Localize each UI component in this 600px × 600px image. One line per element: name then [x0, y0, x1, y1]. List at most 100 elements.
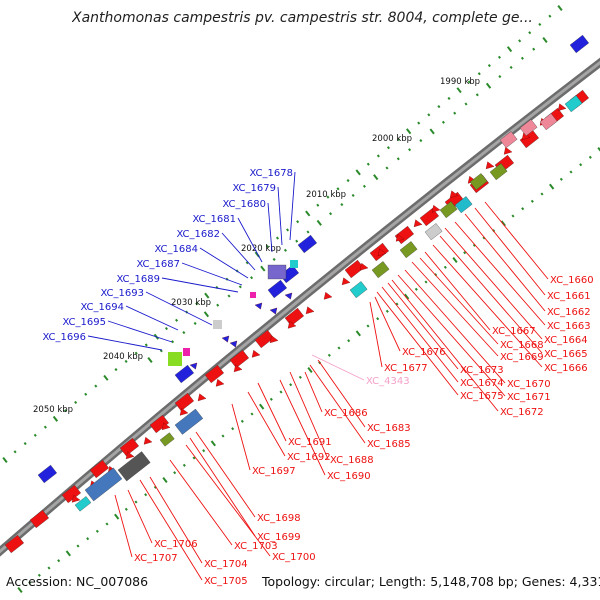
kbp-label: 2020 kbp: [241, 244, 281, 254]
inner-tick-mark: [134, 500, 138, 504]
inner-tick-mark: [105, 522, 109, 526]
outer-tick-mark: [13, 450, 17, 454]
inner-tick-mark: [76, 544, 80, 548]
outer-tick-mark: [397, 137, 401, 142]
reverse-gene-label-right: XC_1676: [402, 347, 446, 358]
reverse-gene-label-bottom: XC_1688: [330, 455, 374, 466]
inner-tick-mark: [385, 309, 389, 313]
reverse-gene-arrow: [323, 291, 333, 300]
reverse-gene-label-bottom-leader: [309, 364, 366, 444]
forward-gene-arrow: [269, 307, 278, 315]
reverse-gene-label-bottom: XC_1700: [272, 552, 316, 563]
inner-tick-mark: [540, 192, 544, 196]
kbp-label: 1990 kbp: [440, 77, 480, 87]
reverse-gene-label-right: XC_1671: [507, 392, 551, 403]
outer-tick-mark: [144, 343, 148, 347]
mid-tick-mark: [203, 311, 210, 318]
mid-tick-mark: [171, 340, 175, 344]
reverse-gene-label-right-leader: [376, 291, 459, 396]
inner-tick-mark: [182, 463, 186, 467]
reverse-gene-label-bottom-leader: [257, 382, 287, 442]
forward-gene-label: XC_1693: [100, 288, 144, 299]
mid-tick-mark: [295, 239, 299, 243]
reverse-gene-arrow: [125, 451, 135, 460]
reverse-gene-arrow: [305, 306, 315, 315]
inner-tick-mark: [298, 375, 302, 379]
reverse-gene-arrow: [377, 248, 387, 257]
mid-tick-mark: [498, 75, 502, 79]
reverse-gene: [254, 329, 274, 349]
reverse-gene: [119, 437, 139, 457]
mid-tick-mark: [227, 294, 231, 298]
outer-tick-mark: [386, 146, 390, 150]
mid-tick-mark: [385, 166, 389, 170]
inner-tick-mark: [482, 236, 486, 240]
forward-gene-arrow: [189, 362, 198, 370]
inner-tick-mark: [376, 317, 380, 321]
reverse-gene-label-bottom: XC_1685: [367, 439, 411, 450]
mid-tick-mark: [260, 265, 266, 272]
outer-tick-mark: [557, 5, 563, 11]
reverse-gene-label-right-leader: [381, 286, 459, 383]
outer-tick-mark: [316, 203, 320, 207]
reverse-gene-dark: [117, 451, 151, 482]
inner-tick-mark: [588, 155, 592, 159]
outer-tick-mark: [456, 87, 462, 94]
inner-tick-mark: [95, 529, 99, 533]
reverse-gene-colored: [469, 173, 488, 191]
kbp-label: 2000 kbp: [372, 134, 412, 144]
mid-tick-mark: [193, 321, 197, 325]
forward-gene-label: XC_1689: [116, 274, 160, 285]
reverse-gene-label-right: XC_1677: [384, 363, 428, 374]
reverse-gene-steelblue: [84, 467, 123, 502]
forward-gene-cyan: [290, 260, 298, 268]
reverse-gene: [229, 349, 249, 369]
forward-gene-label: XC_1694: [80, 302, 124, 313]
mid-tick-mark: [485, 82, 492, 89]
reverse-gene-colored: [371, 261, 390, 279]
forward-gene: [37, 464, 57, 484]
outer-tick-mark: [33, 433, 37, 437]
outer-tick-mark: [548, 14, 552, 18]
reverse-gene-label-bottom-leader: [114, 494, 133, 558]
outer-tick-mark: [417, 121, 421, 125]
forward-gene-label-leader: [277, 186, 283, 246]
outer-tick-mark: [52, 415, 59, 422]
outer-tick-mark: [195, 302, 199, 306]
reverse-gene-label-right-leader: [444, 227, 543, 340]
forward-gene: [267, 279, 287, 299]
reverse-gene-label-right-leader: [387, 282, 459, 370]
inner-tick-mark: [240, 419, 244, 423]
accession-text: Accession: NC_007086: [6, 574, 149, 589]
forward-gene-label: XC_1695: [62, 317, 106, 328]
forward-gene-magenta: [250, 292, 256, 298]
inner-tick-mark: [37, 573, 41, 577]
genome-summary-text: Topology: circular; Length: 5,148,708 bp…: [262, 574, 600, 589]
reverse-gene-label-right: XC_1673: [460, 365, 504, 376]
reverse-gene-arrow: [71, 494, 81, 503]
inner-tick-mark: [443, 265, 447, 269]
inner-tick-mark: [202, 449, 206, 453]
inner-tick-mark: [569, 170, 573, 174]
reverse-gene-label-right: XC_1668: [500, 340, 544, 351]
mid-tick-mark: [340, 203, 344, 207]
forward-gene-label-leader: [237, 217, 263, 263]
reverse-gene-label-right: XC_1670: [507, 379, 551, 390]
forward-gene-arrow: [284, 292, 293, 300]
inner-tick-mark: [86, 537, 90, 541]
reverse-gene-arrow: [197, 393, 207, 402]
inner-tick-mark: [57, 559, 61, 563]
reverse-gene-colored: [399, 241, 418, 259]
forward-gene-label: XC_1678: [249, 168, 293, 179]
reverse-gene-label-right-leader: [424, 251, 491, 331]
reverse-gene: [4, 534, 24, 554]
reverse-gene-label-bottom: XC_1707: [134, 553, 178, 564]
mid-tick-mark: [475, 93, 479, 97]
reverse-gene-arrow: [215, 378, 225, 387]
outer-tick-mark: [103, 374, 109, 381]
inner-tick-mark: [269, 397, 273, 401]
reverse-gene-label-right: XC_1667: [492, 326, 536, 337]
reverse-gene-label-bottom-leader: [317, 359, 366, 428]
reverse-gene-colored: [564, 95, 583, 113]
outer-tick-mark: [528, 31, 532, 35]
